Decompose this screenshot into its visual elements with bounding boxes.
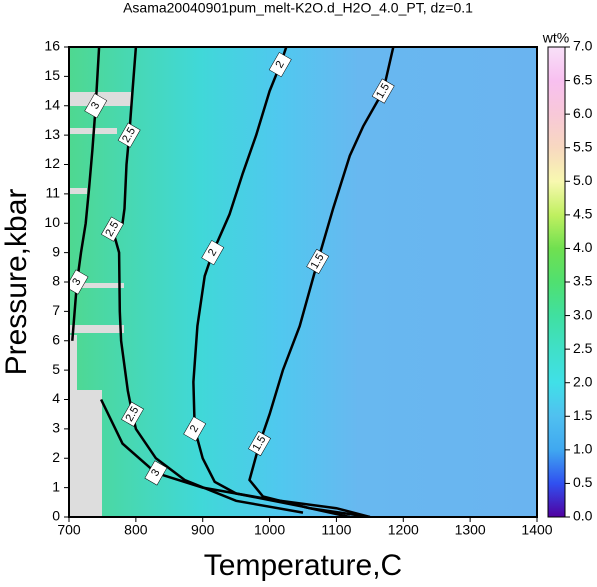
- y-axis-label: Pressure,kbar: [0, 189, 33, 376]
- colorbar-tick-label: 5.5: [573, 138, 593, 154]
- contour-label-box: [306, 248, 330, 274]
- y-tick-label: 4: [52, 390, 60, 406]
- contour-label-box: [84, 93, 108, 119]
- plot-area: 1.5 1.5 1.5 2 2 2 2.5 2.5 2.5 3 3 3: [69, 47, 395, 517]
- y-tick-label: 5: [52, 361, 60, 377]
- contour-label-box: [248, 431, 271, 457]
- contour-label-group: 1.5: [306, 248, 330, 274]
- contour-label-group: 3: [69, 269, 89, 295]
- contour-label: 2: [206, 247, 219, 258]
- contour-label: 3: [149, 467, 162, 478]
- y-tick-label: 9: [52, 243, 60, 259]
- contour-label: 2: [273, 59, 286, 70]
- y-tick-label: 6: [52, 331, 60, 347]
- colorbar-tick-label: 7.0: [573, 38, 593, 54]
- contour-label-box: [268, 52, 292, 78]
- colorbar-tick-label: 1.5: [573, 407, 593, 423]
- contour-label-group: 1.5: [371, 78, 395, 104]
- contour-label-group: 2: [268, 52, 292, 78]
- colorbar-tick-label: 0.0: [573, 508, 593, 524]
- colorbar-tick-label: 2.0: [573, 373, 593, 389]
- y-tick-label: 3: [52, 420, 60, 436]
- colorbar-tick-label: 3.5: [573, 273, 593, 289]
- x-tick-label: 1200: [388, 522, 419, 538]
- contour-label-group: 1.5: [248, 431, 271, 457]
- contour-label-box: [121, 401, 144, 427]
- y-tick-label: 8: [52, 273, 60, 289]
- x-axis-label: Temperature,C: [204, 549, 402, 582]
- colorbar-tick-label: 5.0: [573, 172, 593, 188]
- contour-label: 3: [89, 100, 102, 111]
- y-tick-label: 16: [44, 38, 60, 54]
- contour-label-box: [371, 78, 395, 104]
- colorbar-tick-label: 4.5: [573, 206, 593, 222]
- x-tick-label: 900: [191, 522, 215, 538]
- y-tick-label: 2: [52, 449, 60, 465]
- y-tick-label: 14: [44, 96, 60, 112]
- contour-label-group: 2.5: [101, 216, 124, 242]
- contour-label: 2: [188, 423, 201, 434]
- contour-label-group: 2: [201, 240, 225, 266]
- contour-label-box: [101, 216, 124, 242]
- colorbar-tick-label: 2.5: [573, 340, 593, 356]
- colorbar-tick-label: 6.0: [573, 105, 593, 121]
- contour-line: [192, 47, 351, 517]
- x-tick-label: 800: [124, 522, 148, 538]
- colorbar-tick-label: 4.0: [573, 239, 593, 255]
- colorbar: [547, 46, 566, 518]
- colorbar-tick-label: 0.5: [573, 474, 593, 490]
- y-tick-label: 7: [52, 302, 60, 318]
- y-tick-label: 10: [44, 214, 60, 230]
- x-tick-label: 1000: [254, 522, 285, 538]
- contour-label-group: 2: [183, 416, 207, 442]
- y-tick-label: 12: [44, 155, 60, 171]
- contour-line: [248, 47, 395, 517]
- contour-label-group: 2.5: [117, 122, 141, 148]
- x-tick-label: 1400: [521, 522, 552, 538]
- y-tick-label: 15: [44, 67, 60, 83]
- contour-label-box: [144, 460, 168, 486]
- plot-background: [69, 47, 537, 517]
- contour-label: 3: [70, 276, 83, 287]
- y-tick-label: 13: [44, 126, 60, 142]
- contour-label-group: 2.5: [121, 401, 144, 427]
- contour-label-group: 3: [84, 93, 108, 119]
- contour-label-box: [69, 269, 89, 295]
- contour-label-box: [201, 240, 225, 266]
- y-tick-label: 11: [45, 185, 60, 201]
- contour-label-box: [117, 122, 141, 148]
- contour-label-box: [183, 416, 207, 442]
- contour-line: [111, 47, 304, 514]
- x-tick-label: 1300: [455, 522, 486, 538]
- y-tick-label: 0: [52, 508, 60, 524]
- colorbar-tick-label: 1.0: [573, 441, 593, 457]
- x-tick-label: 1100: [321, 522, 351, 538]
- x-tick-label: 700: [57, 522, 81, 538]
- colorbar-tick-label: 3.0: [573, 306, 593, 322]
- contour-label-group: 3: [144, 460, 168, 486]
- colorbar-label: wt%: [542, 30, 569, 46]
- chart-title: Asama20040901pum_melt-K2O.d_H2O_4.0_PT, …: [123, 0, 473, 16]
- y-tick-label: 1: [52, 478, 60, 494]
- colorbar-tick-label: 6.5: [573, 71, 593, 87]
